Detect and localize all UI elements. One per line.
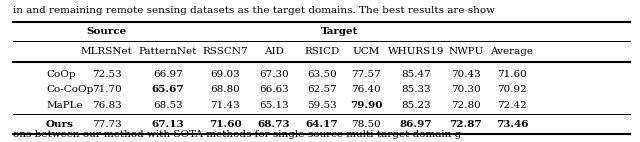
Text: 66.97: 66.97 xyxy=(153,70,182,79)
Text: 78.50: 78.50 xyxy=(351,120,381,129)
Text: 70.92: 70.92 xyxy=(497,85,527,94)
Text: NWPU: NWPU xyxy=(448,47,484,56)
Text: 68.53: 68.53 xyxy=(153,101,182,110)
Text: 85.47: 85.47 xyxy=(401,70,431,79)
Text: WHURS19: WHURS19 xyxy=(388,47,444,56)
Text: 77.57: 77.57 xyxy=(351,70,381,79)
Text: Ours: Ours xyxy=(46,120,74,129)
Text: 72.80: 72.80 xyxy=(451,101,481,110)
Text: UCM: UCM xyxy=(353,47,380,56)
Text: RSICD: RSICD xyxy=(304,47,340,56)
Text: 70.30: 70.30 xyxy=(451,85,481,94)
Text: 69.03: 69.03 xyxy=(211,70,240,79)
Text: 71.60: 71.60 xyxy=(209,120,242,129)
Text: 71.70: 71.70 xyxy=(92,85,122,94)
Text: 66.63: 66.63 xyxy=(259,85,289,94)
Text: 72.53: 72.53 xyxy=(92,70,122,79)
Text: ons between our method with SOTA methods for single-source multi-target domain g: ons between our method with SOTA methods… xyxy=(13,130,461,139)
Text: 71.43: 71.43 xyxy=(211,101,240,110)
Text: RSSCN7: RSSCN7 xyxy=(202,47,248,56)
Text: 73.46: 73.46 xyxy=(496,120,528,129)
Text: 65.67: 65.67 xyxy=(152,85,184,94)
Text: 86.97: 86.97 xyxy=(400,120,432,129)
Text: 59.53: 59.53 xyxy=(307,101,337,110)
Text: 76.83: 76.83 xyxy=(92,101,122,110)
Text: 77.73: 77.73 xyxy=(92,120,122,129)
Text: in and remaining remote sensing datasets as the target domains. The best results: in and remaining remote sensing datasets… xyxy=(13,6,495,15)
Text: 62.57: 62.57 xyxy=(307,85,337,94)
Text: Average: Average xyxy=(490,47,534,56)
Text: 79.90: 79.90 xyxy=(350,101,382,110)
Text: 67.30: 67.30 xyxy=(259,70,289,79)
Text: Target: Target xyxy=(321,27,358,36)
Text: MLRSNet: MLRSNet xyxy=(81,47,133,56)
Text: 63.50: 63.50 xyxy=(307,70,337,79)
Text: 68.80: 68.80 xyxy=(211,85,240,94)
Text: 68.73: 68.73 xyxy=(258,120,290,129)
Text: MaPLe: MaPLe xyxy=(46,101,83,110)
Text: 72.87: 72.87 xyxy=(450,120,482,129)
Text: 70.43: 70.43 xyxy=(451,70,481,79)
Text: CoOp: CoOp xyxy=(46,70,76,79)
Text: 72.42: 72.42 xyxy=(497,101,527,110)
Text: PatternNet: PatternNet xyxy=(138,47,197,56)
Text: 85.33: 85.33 xyxy=(401,85,431,94)
Text: Source: Source xyxy=(87,27,127,36)
Text: 67.13: 67.13 xyxy=(152,120,184,129)
Text: 76.40: 76.40 xyxy=(351,85,381,94)
Text: 85.23: 85.23 xyxy=(401,101,431,110)
Text: 65.13: 65.13 xyxy=(259,101,289,110)
Text: 64.17: 64.17 xyxy=(306,120,338,129)
Text: AID: AID xyxy=(264,47,284,56)
Text: 71.60: 71.60 xyxy=(497,70,527,79)
Text: Co-CoOp: Co-CoOp xyxy=(46,85,93,94)
